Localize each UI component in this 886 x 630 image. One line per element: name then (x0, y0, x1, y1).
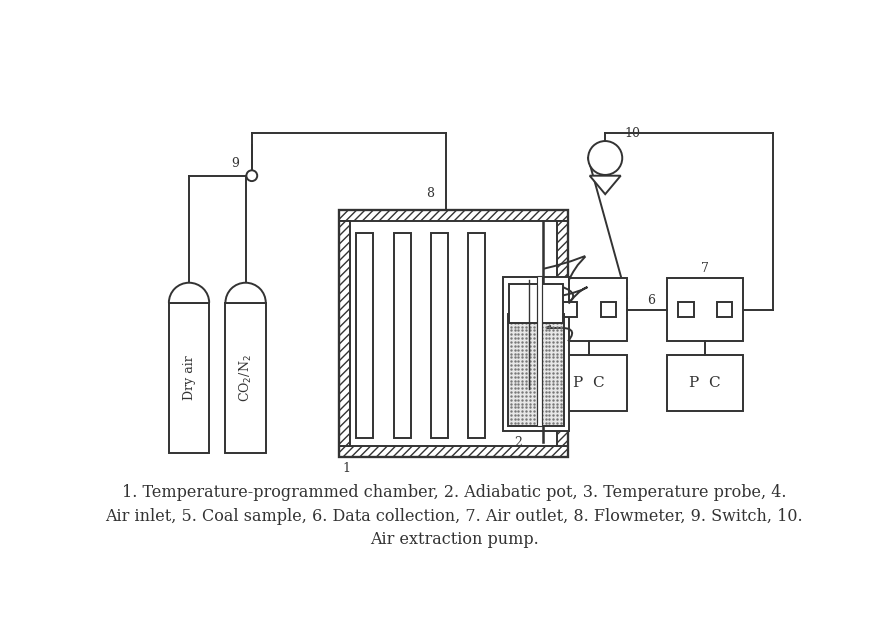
Wedge shape (169, 283, 209, 303)
Bar (356, 232, 374, 438)
Bar (508, 314, 564, 426)
Text: 8: 8 (426, 187, 434, 200)
Bar (509, 284, 563, 323)
Text: 1: 1 (343, 462, 351, 475)
Text: P  C: P C (689, 376, 721, 390)
Bar (551, 278, 627, 341)
Text: CO$_2$/N$_2$: CO$_2$/N$_2$ (237, 354, 253, 402)
Text: 1. Temperature-programmed chamber, 2. Adiabatic pot, 3. Temperature probe, 4.: 1. Temperature-programmed chamber, 2. Ad… (121, 484, 787, 501)
Bar (225, 303, 266, 453)
Bar (557, 221, 568, 446)
Bar (562, 302, 578, 318)
Bar (339, 210, 568, 457)
Bar (431, 232, 448, 438)
Circle shape (588, 141, 622, 175)
Bar (339, 446, 568, 457)
Text: 7: 7 (701, 262, 709, 275)
Bar (678, 302, 694, 318)
Text: P  C: P C (573, 376, 605, 390)
Bar (468, 232, 485, 438)
Text: Air inlet, 5. Coal sample, 6. Data collection, 7. Air outlet, 8. Flowmeter, 9. S: Air inlet, 5. Coal sample, 6. Data colle… (105, 508, 803, 525)
Text: 3: 3 (580, 362, 588, 375)
Wedge shape (225, 283, 266, 303)
Text: 6: 6 (647, 294, 655, 307)
Bar (339, 210, 568, 457)
Text: 2: 2 (515, 435, 523, 449)
Bar (667, 278, 743, 341)
Bar (169, 303, 209, 453)
Text: Dry air: Dry air (183, 355, 196, 400)
Bar (537, 276, 541, 426)
Text: 9: 9 (231, 157, 238, 170)
Bar (667, 355, 743, 411)
Bar (503, 277, 569, 430)
Bar (339, 210, 568, 221)
Circle shape (246, 170, 257, 181)
Text: 5: 5 (580, 301, 588, 314)
Bar (551, 355, 627, 411)
Text: 10: 10 (625, 127, 641, 140)
Bar (717, 302, 733, 318)
Polygon shape (590, 176, 621, 194)
Bar (393, 232, 411, 438)
Bar (601, 302, 616, 318)
Text: 4: 4 (555, 364, 563, 377)
Bar (339, 221, 350, 446)
Text: Air extraction pump.: Air extraction pump. (369, 530, 539, 547)
